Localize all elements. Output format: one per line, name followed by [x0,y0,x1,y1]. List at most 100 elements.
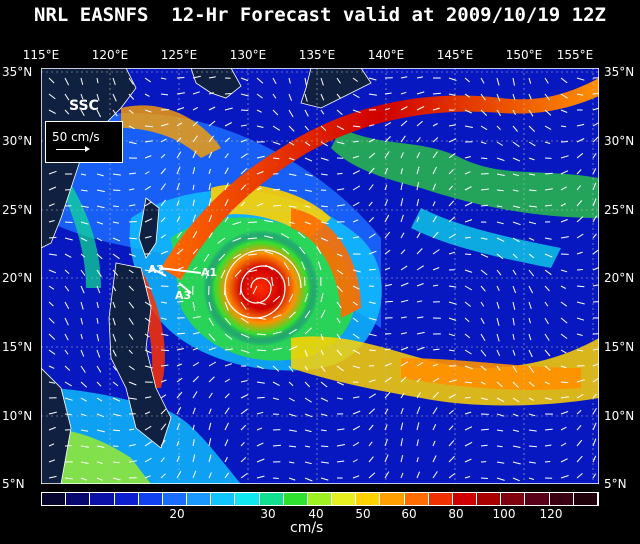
vector-arrow [160,77,167,80]
vector-arrow [576,301,585,305]
vector-arrow [144,349,152,354]
vector-arrow [112,189,121,191]
vector-arrow [304,93,308,102]
vector-arrow [304,349,308,357]
vector-arrow [64,93,70,101]
vector-arrow [80,189,88,192]
vector-arrow [271,277,274,287]
vector-arrow [144,185,151,191]
vector-arrow [432,363,439,367]
vector-arrow [272,314,282,319]
vector-arrow [496,109,502,117]
vector-arrow [176,440,180,447]
vector-arrow [432,391,439,399]
vector-arrow [208,454,212,463]
vector-arrow [416,439,419,447]
vector-arrow [480,477,488,479]
vector-arrow [160,93,169,96]
vector-arrow [272,188,281,191]
vector-arrow [128,141,137,145]
vector-arrow [304,461,312,465]
vector-arrow [128,333,134,340]
vector-arrow [432,407,438,415]
colorbar-tick: 120 [539,507,563,521]
vector-arrow [208,422,212,431]
vector-arrow [80,221,89,225]
vector-arrow [192,106,199,111]
vector-arrow [48,333,56,340]
vector-arrow [128,285,134,292]
vector-arrow [80,365,86,373]
vector-arrow [80,397,87,402]
vector-arrow [576,138,585,143]
vector-arrow [239,285,242,296]
vector-arrow [128,93,135,100]
vector-arrow [464,317,470,323]
vector-arrow [448,185,453,191]
vector-arrow [496,157,505,162]
vector-arrow [464,93,470,98]
vector-arrow [272,477,279,479]
vector-arrow [272,109,279,116]
vector-arrow [160,364,169,367]
vector-arrow [448,455,455,463]
colorbar-swatch [477,493,502,505]
vector-arrow [240,456,247,463]
colorbar-swatch [283,493,308,505]
vector-arrow [512,253,518,259]
vector-arrow [496,77,500,86]
vector-arrow [528,413,536,417]
vector-arrow [464,381,473,384]
vector-arrow [256,427,263,431]
korea [190,68,242,99]
vector-arrow [128,269,134,274]
vector-arrow [576,317,585,321]
vector-arrow [272,295,281,303]
vector-arrow [80,269,86,276]
vector-arrow [128,237,137,240]
vector-arrow [80,237,88,242]
vector-arrow [576,379,585,383]
vector-arrow [96,173,104,177]
vector-arrow [240,441,245,447]
vector-arrow [400,91,407,95]
vector-arrow [416,198,420,207]
vector-arrow [512,397,520,403]
vector-arrow [144,171,150,175]
vector-arrow [256,365,264,370]
vector-arrow [64,349,69,355]
vector-arrow [192,439,195,447]
vector-arrow [112,413,121,417]
vector-arrow [288,477,296,481]
vector-arrow [80,429,89,432]
vector-arrow [432,377,440,383]
vector-arrow [480,301,485,307]
vector-arrow [304,381,311,388]
vector-arrow [96,413,105,418]
vector-arrow [281,247,290,255]
vector-arrow [384,121,392,127]
vector-arrow [416,362,424,367]
vector-arrow [304,327,312,335]
vector-arrow [128,381,137,386]
vector-arrow [352,425,361,431]
vector-arrow [304,109,309,117]
vector-arrow [400,249,406,255]
vector-arrow [288,293,294,303]
vector-arrow [192,407,196,415]
vector-arrow [512,109,516,116]
vector-arrow [576,439,583,447]
lat-label: 5°N [604,477,627,491]
vector-arrow [203,253,210,262]
vector-arrow [448,169,454,175]
colorbar-swatch [573,493,598,505]
vector-arrow [464,365,473,370]
vector-arrow [112,109,118,117]
vector-arrow [384,300,393,303]
vector-arrow [272,397,279,401]
vector-arrow [287,276,290,287]
vector-arrow [400,76,408,79]
vector-arrow [576,77,585,81]
vector-arrow [416,422,420,431]
vector-arrow [160,138,167,143]
